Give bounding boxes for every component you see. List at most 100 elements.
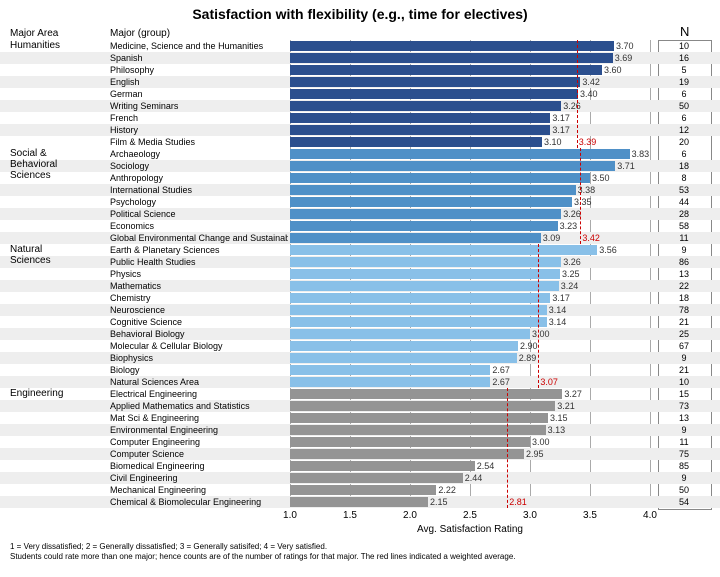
n-value: 11 xyxy=(662,436,706,448)
bar-value-label: 3.09 xyxy=(543,232,561,244)
major-label: Writing Seminars xyxy=(110,100,288,112)
bar xyxy=(290,437,530,447)
major-label: Philosophy xyxy=(110,64,288,76)
data-row: Sociology3.7118 xyxy=(0,160,720,172)
major-label: Behavioral Biology xyxy=(110,328,288,340)
data-row: Archaeology3.836 xyxy=(0,148,720,160)
bar xyxy=(290,401,555,411)
data-row: Writing Seminars3.2650 xyxy=(0,100,720,112)
major-label: Medicine, Science and the Humanities xyxy=(110,40,288,52)
bar-value-label: 2.54 xyxy=(477,460,495,472)
group-avg-line xyxy=(577,40,578,148)
bar xyxy=(290,281,559,291)
bar xyxy=(290,185,576,195)
bar-cell: 2.90 xyxy=(290,340,650,352)
major-label: Civil Engineering xyxy=(110,472,288,484)
data-row: Economics3.2358 xyxy=(0,220,720,232)
n-value: 21 xyxy=(662,364,706,376)
bar-value-label: 2.44 xyxy=(465,472,483,484)
n-value: 13 xyxy=(662,412,706,424)
major-label: Anthropology xyxy=(110,172,288,184)
footnote: 1 = Very dissatisfied; 2 = Generally dis… xyxy=(10,542,327,551)
bar-value-label: 3.26 xyxy=(563,256,581,268)
n-value: 50 xyxy=(662,484,706,496)
n-value: 53 xyxy=(662,184,706,196)
bar-cell: 2.95 xyxy=(290,448,650,460)
major-label: Film & Media Studies xyxy=(110,136,288,148)
bar xyxy=(290,449,524,459)
data-row: Molecular & Cellular Biology2.9067 xyxy=(0,340,720,352)
bar-cell: 3.15 xyxy=(290,412,650,424)
data-row: Computer Science2.9575 xyxy=(0,448,720,460)
major-label: Mathematics xyxy=(110,280,288,292)
data-row: Anthropology3.508 xyxy=(0,172,720,184)
x-tick-label: 1.5 xyxy=(343,510,357,521)
major-area-label: Social &BehavioralSciences xyxy=(10,148,57,181)
major-label: Computer Science xyxy=(110,448,288,460)
n-value: 22 xyxy=(662,280,706,292)
n-value: 6 xyxy=(662,148,706,160)
group-avg-label: 2.81 xyxy=(509,497,527,507)
bar xyxy=(290,137,542,147)
n-value: 15 xyxy=(662,388,706,400)
bar xyxy=(290,125,550,135)
bar xyxy=(290,269,560,279)
data-row: Neuroscience3.1478 xyxy=(0,304,720,316)
x-tick-label: 3.0 xyxy=(523,510,537,521)
major-label: Molecular & Cellular Biology xyxy=(110,340,288,352)
data-row: Mechanical Engineering2.2250 xyxy=(0,484,720,496)
bar-value-label: 3.69 xyxy=(615,52,633,64)
n-value: 86 xyxy=(662,256,706,268)
n-value: 6 xyxy=(662,112,706,124)
n-value: 16 xyxy=(662,52,706,64)
bar-cell: 2.54 xyxy=(290,460,650,472)
data-row: History3.1712 xyxy=(0,124,720,136)
data-row: Medicine, Science and the Humanities3.70… xyxy=(0,40,720,52)
n-value: 10 xyxy=(662,40,706,52)
major-label: Biophysics xyxy=(110,352,288,364)
n-value: 9 xyxy=(662,472,706,484)
n-value: 85 xyxy=(662,460,706,472)
bar xyxy=(290,389,562,399)
data-row: French3.176 xyxy=(0,112,720,124)
n-value: 13 xyxy=(662,268,706,280)
bar-value-label: 3.60 xyxy=(604,64,622,76)
bar-value-label: 3.21 xyxy=(557,400,575,412)
bar-cell: 3.38 xyxy=(290,184,650,196)
major-label: Electrical Engineering xyxy=(110,388,288,400)
n-value: 10 xyxy=(662,376,706,388)
n-value: 6 xyxy=(662,88,706,100)
bar-value-label: 3.56 xyxy=(599,244,617,256)
data-row: Computer Engineering3.0011 xyxy=(0,436,720,448)
bar-cell: 3.71 xyxy=(290,160,650,172)
major-header: Major (group) xyxy=(110,28,170,39)
major-label: Mechanical Engineering xyxy=(110,484,288,496)
bar-value-label: 3.27 xyxy=(564,388,582,400)
n-value: 25 xyxy=(662,328,706,340)
bar-cell: 3.00 xyxy=(290,436,650,448)
bar-cell: 3.00 xyxy=(290,328,650,340)
n-value: 18 xyxy=(662,160,706,172)
bar-cell: 3.69 xyxy=(290,52,650,64)
bar xyxy=(290,173,590,183)
bar-cell: 2.67 xyxy=(290,364,650,376)
major-area-label: Engineering xyxy=(10,388,63,399)
bar-value-label: 2.67 xyxy=(492,364,510,376)
n-value: 12 xyxy=(662,124,706,136)
bar xyxy=(290,197,572,207)
n-value: 44 xyxy=(662,196,706,208)
bar-cell: 2.15 xyxy=(290,496,650,508)
data-row: English3.4219 xyxy=(0,76,720,88)
bar xyxy=(290,89,578,99)
data-row: International Studies3.38 53 xyxy=(0,184,720,196)
n-value: 11 xyxy=(662,232,706,244)
bar-cell: 3.40 xyxy=(290,88,650,100)
bar xyxy=(290,257,561,267)
bar-value-label: 3.24 xyxy=(561,280,579,292)
major-label: Spanish xyxy=(110,52,288,64)
n-value: 20 xyxy=(662,136,706,148)
bar-value-label: 3.40 xyxy=(580,88,598,100)
major-label: International Studies xyxy=(110,184,288,196)
bar-cell: 3.60 xyxy=(290,64,650,76)
bar xyxy=(290,161,615,171)
